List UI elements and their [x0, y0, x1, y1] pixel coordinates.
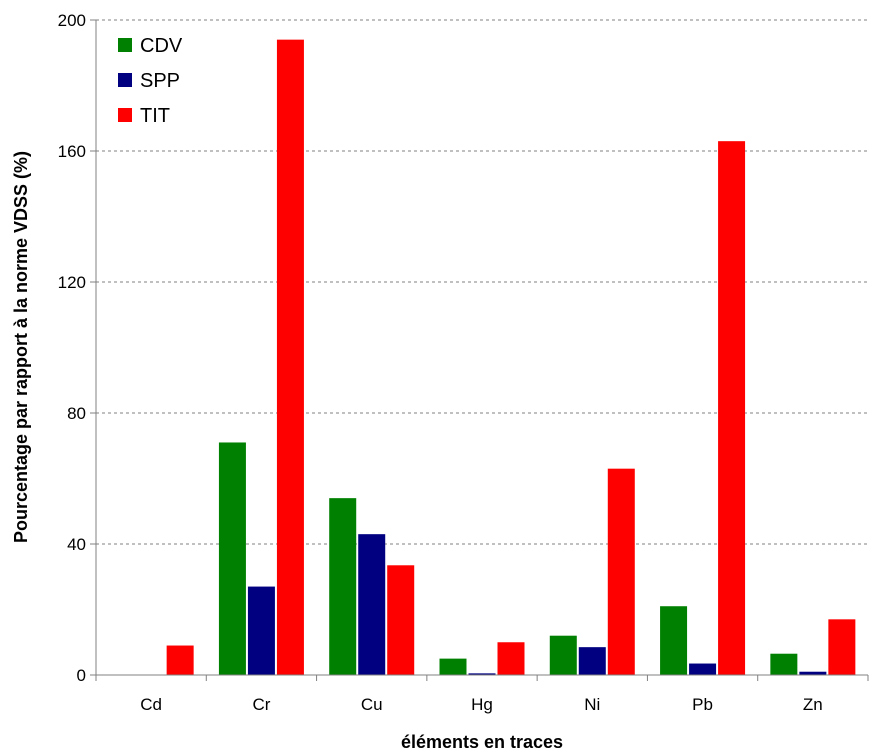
- x-tick-label-hg: Hg: [471, 695, 493, 714]
- bar-tit-ni: [607, 468, 635, 675]
- bar-cdv-pb: [660, 606, 688, 675]
- x-tick-label-zn: Zn: [803, 695, 823, 714]
- x-axis-title: éléments en traces: [401, 732, 563, 752]
- legend-label-spp: SPP: [140, 70, 180, 92]
- bar-tit-cr: [276, 39, 304, 675]
- y-tick-label: 40: [67, 535, 86, 554]
- legend-swatch-spp: [118, 73, 132, 87]
- bar-cdv-ni: [549, 635, 577, 675]
- bar-spp-cr: [247, 586, 275, 675]
- bar-spp-pb: [689, 663, 717, 675]
- axes: [95, 20, 868, 676]
- bar-tit-hg: [497, 642, 525, 675]
- bars: [166, 39, 856, 676]
- bar-cdv-hg: [439, 658, 467, 675]
- x-tick-label-cu: Cu: [361, 695, 383, 714]
- y-tick-label: 0: [77, 666, 86, 685]
- legend-label-cdv: CDV: [140, 35, 183, 57]
- bar-spp-cu: [358, 534, 386, 675]
- bar-tit-zn: [828, 619, 856, 675]
- y-tick-label: 200: [58, 11, 86, 30]
- gridlines: [96, 19, 868, 545]
- bar-tit-cu: [387, 565, 415, 675]
- x-tick-label-cr: Cr: [252, 695, 270, 714]
- bar-cdv-zn: [770, 653, 798, 675]
- bar-cdv-cu: [329, 498, 357, 675]
- bar-spp-zn: [799, 671, 827, 675]
- legend: CDV SPP TIT: [118, 35, 183, 127]
- y-axis-title: Pourcentage par rapport à la norme VDSS …: [11, 151, 31, 543]
- x-tick-label-pb: Pb: [692, 695, 713, 714]
- y-tick-label: 80: [67, 404, 86, 423]
- y-tick-label: 120: [58, 273, 86, 292]
- bar-cdv-cr: [218, 442, 246, 675]
- x-tick-label-ni: Ni: [584, 695, 600, 714]
- bar-spp-ni: [578, 647, 606, 675]
- bar-tit-pb: [718, 141, 746, 676]
- legend-label-tit: TIT: [140, 105, 170, 127]
- y-tick-label: 160: [58, 142, 86, 161]
- bar-spp-hg: [468, 673, 496, 675]
- legend-swatch-cdv: [118, 38, 132, 52]
- x-tick-label-cd: Cd: [140, 695, 162, 714]
- legend-swatch-tit: [118, 108, 132, 122]
- bar-tit-cd: [166, 645, 194, 675]
- ticks: 0 40 80 120 160 200 Cd Cr Cu Hg Ni Pb Zn: [58, 11, 869, 714]
